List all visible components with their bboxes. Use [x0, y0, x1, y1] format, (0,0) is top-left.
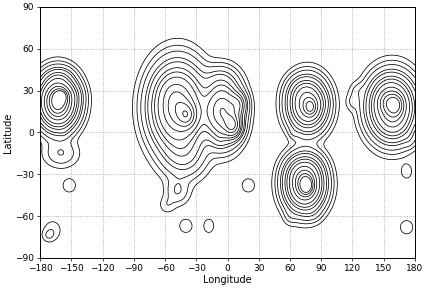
- X-axis label: Longitude: Longitude: [203, 274, 251, 285]
- Y-axis label: Latitude: Latitude: [3, 112, 14, 153]
